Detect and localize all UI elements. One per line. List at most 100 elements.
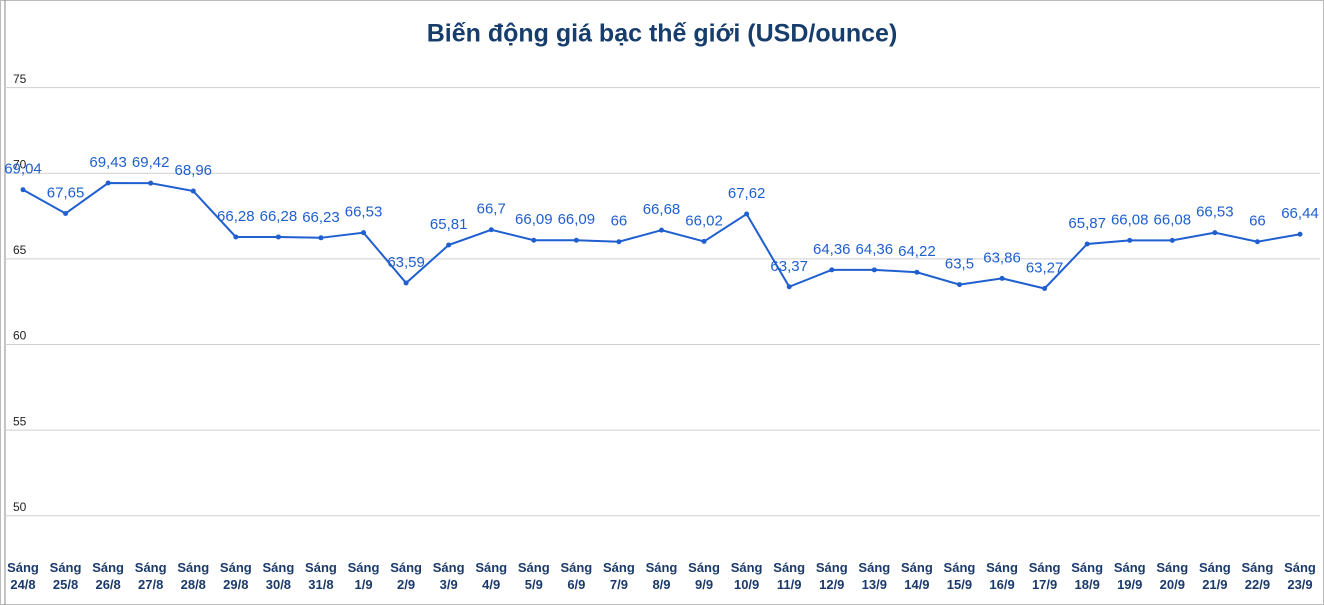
x-tick-label: Sáng 15/9 xyxy=(943,560,976,592)
data-label: 66 xyxy=(611,213,628,230)
data-label: 66,09 xyxy=(515,211,553,228)
data-point xyxy=(1254,239,1260,245)
data-label: 65,81 xyxy=(430,216,468,233)
data-point xyxy=(744,211,750,217)
data-point xyxy=(1084,241,1090,247)
data-label: 66,53 xyxy=(1196,204,1234,221)
data-line xyxy=(22,182,1301,290)
x-tick-label: Sáng 27/8 xyxy=(134,560,167,592)
x-tick-label: Sáng 8/9 xyxy=(645,560,678,592)
data-point xyxy=(701,238,707,244)
x-tick-label: Sáng 1/9 xyxy=(347,560,380,592)
data-point xyxy=(871,267,877,273)
x-tick-label: Sáng 29/8 xyxy=(219,560,252,592)
x-tick-label: Sáng 6/9 xyxy=(560,560,593,592)
data-label: 66,28 xyxy=(260,208,298,225)
x-tick-label: Sáng 11/9 xyxy=(773,560,806,592)
data-point xyxy=(914,269,920,275)
data-label: 66,28 xyxy=(217,208,255,225)
data-point xyxy=(63,210,69,216)
data-label: 66,08 xyxy=(1111,211,1149,228)
data-point xyxy=(999,275,1005,281)
x-tick-label: Sáng 2/9 xyxy=(390,560,422,592)
y-tick-label: 55 xyxy=(13,414,27,428)
data-label: 66,68 xyxy=(643,201,681,218)
data-label: 63,86 xyxy=(983,249,1021,266)
data-point xyxy=(1169,237,1175,243)
data-label: 64,36 xyxy=(856,241,894,258)
data-label: 63,27 xyxy=(1026,259,1064,276)
x-tick-label: Sáng 20/9 xyxy=(1156,560,1189,592)
y-tick-label: 65 xyxy=(13,243,27,257)
x-tick-label: Sáng 4/9 xyxy=(475,560,508,592)
data-label: 68,96 xyxy=(174,162,212,179)
data-point xyxy=(1042,286,1048,292)
x-tick-label: Sáng 19/9 xyxy=(1113,560,1146,592)
x-tick-label: Sáng 13/9 xyxy=(858,560,891,592)
data-point xyxy=(361,230,367,236)
data-point xyxy=(659,227,664,233)
data-label: 63,5 xyxy=(945,256,974,273)
data-label: 69,43 xyxy=(89,154,127,171)
data-point xyxy=(1212,230,1218,236)
data-point xyxy=(318,235,324,241)
data-label: 67,62 xyxy=(728,185,766,202)
data-label: 65,87 xyxy=(1068,215,1106,232)
data-label: 63,59 xyxy=(387,254,425,271)
x-tick-label: Sáng 21/9 xyxy=(1198,560,1231,592)
x-tick-label: Sáng 12/9 xyxy=(815,560,848,592)
data-point xyxy=(488,227,494,233)
x-tick-label: Sáng 5/9 xyxy=(517,560,550,592)
data-label: 66,09 xyxy=(558,211,596,228)
data-point xyxy=(446,242,452,248)
data-point xyxy=(148,180,154,186)
x-tick-label: Sáng 14/9 xyxy=(900,560,933,592)
x-tick-label: Sáng 30/8 xyxy=(262,560,295,592)
data-label: 69,42 xyxy=(132,154,170,171)
data-label: 66 xyxy=(1249,213,1266,230)
data-point xyxy=(1127,237,1133,243)
data-point xyxy=(786,284,792,290)
data-label: 64,22 xyxy=(898,243,936,260)
x-tick-label: Sáng 3/9 xyxy=(432,560,465,592)
y-tick-label: 60 xyxy=(13,329,27,343)
data-point xyxy=(1297,231,1303,237)
x-tick-label: Sáng 16/9 xyxy=(986,560,1018,592)
data-point xyxy=(573,237,579,243)
chart-title: Biến động giá bạc thế giới (USD/ounce) xyxy=(427,20,898,48)
x-tick-label: Sáng 28/8 xyxy=(177,560,210,592)
data-label: 67,65 xyxy=(47,184,85,201)
data-point xyxy=(105,180,111,186)
x-tick-label: Sáng 31/8 xyxy=(305,560,337,592)
data-point xyxy=(233,234,239,240)
data-label: 69,04 xyxy=(4,161,42,178)
x-tick-label: Sáng 9/9 xyxy=(688,560,720,592)
data-label: 64,36 xyxy=(813,241,851,258)
data-label: 66,44 xyxy=(1281,205,1319,222)
x-tick-label: Sáng 25/8 xyxy=(49,560,82,592)
data-point xyxy=(20,187,26,193)
x-tick-label: Sáng 18/9 xyxy=(1071,560,1104,592)
x-tick-label: Sáng 23/9 xyxy=(1284,560,1316,592)
data-label: 66,23 xyxy=(302,209,340,226)
x-tick-label: Sáng 22/9 xyxy=(1241,560,1274,592)
data-label: 66,02 xyxy=(685,212,723,229)
data-point xyxy=(829,267,835,273)
x-tick-label: Sáng 26/8 xyxy=(92,560,125,592)
data-point xyxy=(190,188,196,194)
x-tick-label: Sáng 17/9 xyxy=(1028,560,1061,592)
data-label: 63,37 xyxy=(770,258,808,275)
y-tick-label: 75 xyxy=(13,72,27,86)
y-tick-label: 70 xyxy=(13,157,27,171)
data-label: 66,53 xyxy=(345,204,383,221)
data-point xyxy=(956,282,962,288)
data-point xyxy=(403,280,409,286)
data-label: 66,7 xyxy=(477,201,506,218)
x-tick-label: Sáng 24/8 xyxy=(7,560,39,592)
x-tick-label: Sáng 7/9 xyxy=(603,560,635,592)
y-tick-label: 50 xyxy=(13,500,27,514)
data-point xyxy=(616,239,622,245)
